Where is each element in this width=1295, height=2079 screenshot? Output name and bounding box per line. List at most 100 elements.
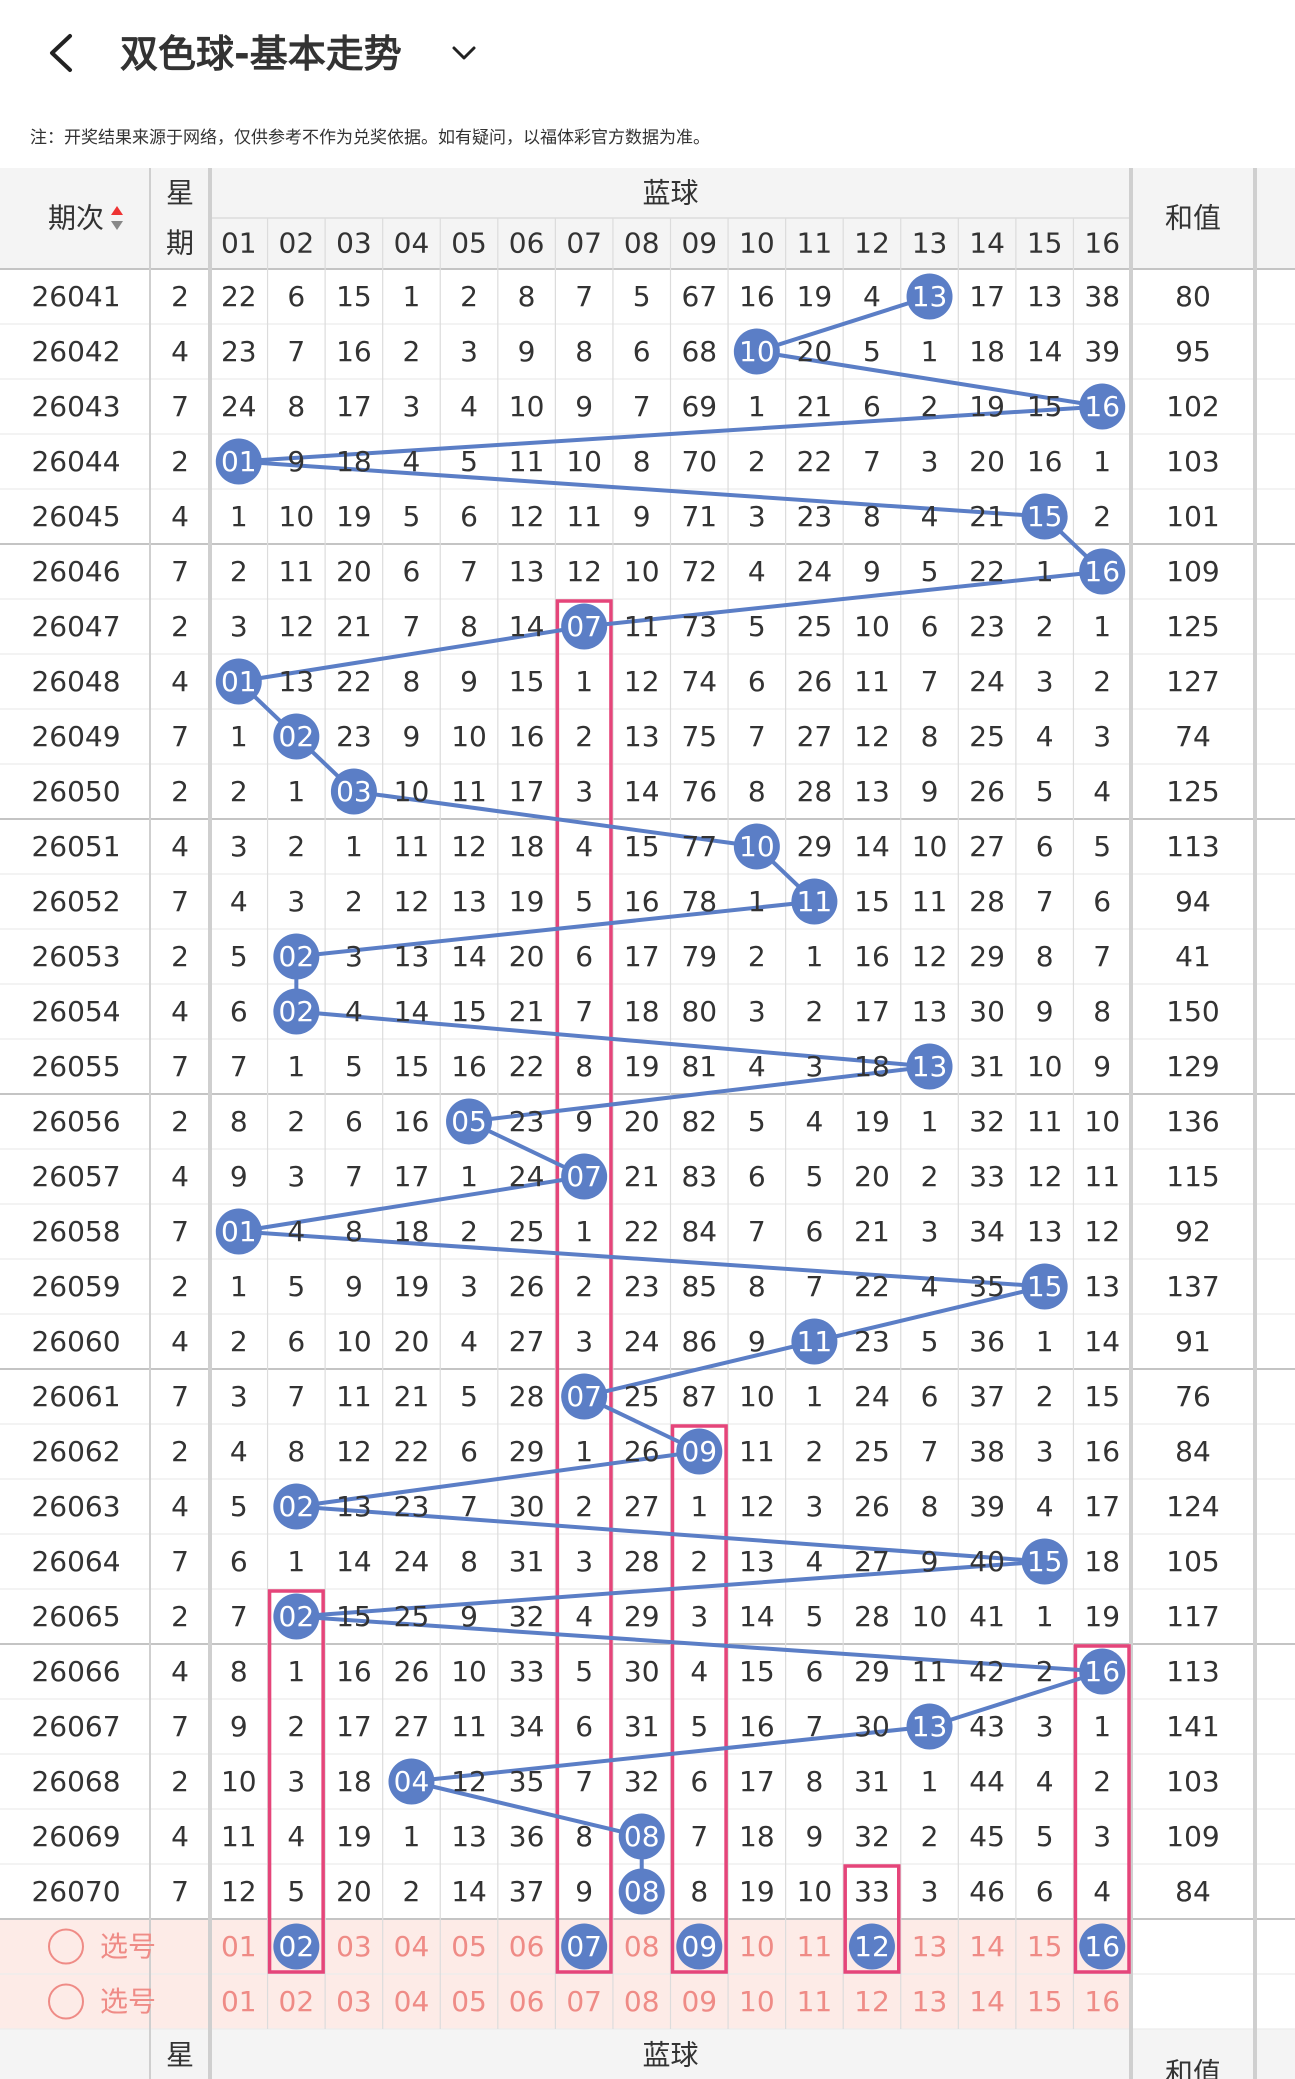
pick-number[interactable]: 05 — [451, 1985, 487, 2018]
miss-count: 1 — [921, 335, 939, 368]
weekday: 7 — [171, 390, 189, 423]
miss-count: 17 — [394, 1160, 430, 1193]
miss-count: 3 — [748, 500, 766, 533]
pick-number[interactable]: 04 — [394, 1985, 430, 2018]
miss-count: 2 — [805, 995, 823, 1028]
sum: 41 — [1175, 940, 1211, 973]
miss-count: 11 — [451, 775, 487, 808]
miss-count: 6 — [403, 555, 421, 588]
miss-count: 29 — [624, 1600, 660, 1633]
miss-count: 8 — [805, 1765, 823, 1798]
pick-number[interactable]: 16 — [1084, 1985, 1120, 2018]
ball — [1021, 1263, 1068, 1310]
pick-number[interactable]: 06 — [509, 1985, 545, 2018]
weekday: 2 — [171, 280, 189, 313]
sort-desc-icon[interactable] — [111, 221, 123, 230]
miss-count: 2 — [287, 1710, 305, 1743]
miss-count: 23 — [797, 500, 833, 533]
miss-count: 1 — [287, 1655, 305, 1688]
miss-count: 38 — [969, 1435, 1005, 1468]
pick-number[interactable]: 07 — [566, 1985, 602, 2018]
miss-count: 9 — [575, 1875, 593, 1908]
miss-count: 22 — [854, 1270, 890, 1303]
pick-number[interactable]: 04 — [394, 1930, 430, 1963]
miss-count: 23 — [509, 1105, 545, 1138]
pick-number[interactable]: 08 — [624, 1930, 660, 1963]
miss-count: 5 — [287, 1875, 305, 1908]
ball — [733, 823, 780, 870]
number-header: 06 — [509, 227, 545, 260]
pick-number[interactable]: 02 — [279, 1985, 315, 2018]
period: 26054 — [31, 995, 120, 1028]
sum: 95 — [1175, 335, 1211, 368]
period: 26057 — [31, 1160, 120, 1193]
miss-count: 5 — [345, 1050, 363, 1083]
pick-number[interactable]: 15 — [1027, 1930, 1063, 1963]
pick-number[interactable]: 14 — [969, 1930, 1005, 1963]
number-header: 14 — [969, 227, 1005, 260]
miss-count: 4 — [230, 885, 248, 918]
pick-number[interactable]: 10 — [739, 1930, 775, 1963]
miss-count: 25 — [509, 1215, 545, 1248]
sort-asc-icon[interactable] — [111, 206, 123, 215]
pick-number[interactable]: 06 — [509, 1930, 545, 1963]
miss-count: 7 — [748, 720, 766, 753]
week-header: 星 — [166, 177, 194, 210]
ball — [215, 658, 262, 705]
sum: 74 — [1175, 720, 1211, 753]
streak-box — [267, 1589, 325, 1974]
pick-number[interactable]: 10 — [739, 1985, 775, 2018]
miss-count: 16 — [509, 720, 545, 753]
ball — [1079, 1648, 1126, 1695]
pick-number[interactable]: 08 — [624, 1985, 660, 2018]
pick-number[interactable]: 12 — [854, 1985, 890, 2018]
miss-count: 27 — [797, 720, 833, 753]
miss-count: 32 — [624, 1765, 660, 1798]
miss-count: 6 — [230, 995, 248, 1028]
pick-number[interactable]: 11 — [797, 1930, 833, 1963]
pick-number[interactable]: 01 — [221, 1985, 257, 2018]
miss-count: 19 — [624, 1050, 660, 1083]
miss-count: 27 — [624, 1490, 660, 1523]
pick-number[interactable]: 14 — [969, 1985, 1005, 2018]
ball-number: 10 — [739, 830, 775, 863]
miss-count: 13 — [336, 1490, 372, 1523]
miss-count: 10 — [394, 775, 430, 808]
miss-count: 3 — [1036, 1710, 1054, 1743]
dropdown-toggle[interactable] — [452, 46, 476, 60]
miss-count: 20 — [797, 335, 833, 368]
pick-number[interactable]: 03 — [336, 1985, 372, 2018]
pick-radio[interactable] — [48, 1928, 84, 1965]
pick-number[interactable]: 01 — [221, 1930, 257, 1963]
ball-number: 01 — [221, 445, 257, 478]
period: 26058 — [31, 1215, 120, 1248]
pick-radio[interactable] — [48, 1983, 84, 2020]
back-button[interactable] — [50, 34, 72, 72]
pick-number[interactable]: 03 — [336, 1930, 372, 1963]
miss-count: 15 — [336, 280, 372, 313]
pick-number[interactable]: 13 — [912, 1930, 948, 1963]
pick-number[interactable]: 09 — [681, 1985, 717, 2018]
ball-number: 05 — [451, 1105, 487, 1138]
miss-count: 11 — [912, 885, 948, 918]
pick-number[interactable]: 11 — [797, 1985, 833, 2018]
miss-count: 1 — [287, 1545, 305, 1578]
miss-count: 33 — [854, 1875, 890, 1908]
miss-count: 9 — [460, 665, 478, 698]
weekday: 7 — [171, 1050, 189, 1083]
week-header: 期 — [166, 227, 194, 260]
miss-count: 2 — [287, 1105, 305, 1138]
weekday: 7 — [171, 885, 189, 918]
miss-count: 5 — [633, 280, 651, 313]
miss-count: 80 — [681, 995, 717, 1028]
period: 26055 — [31, 1050, 120, 1083]
miss-count: 7 — [633, 390, 651, 423]
weekday: 4 — [171, 1655, 189, 1688]
pick-number[interactable]: 05 — [451, 1930, 487, 1963]
miss-count: 7 — [690, 1820, 708, 1853]
miss-count: 13 — [1084, 1270, 1120, 1303]
miss-count: 10 — [221, 1765, 257, 1798]
pick-number[interactable]: 13 — [912, 1985, 948, 2018]
miss-count: 18 — [969, 335, 1005, 368]
pick-number[interactable]: 15 — [1027, 1985, 1063, 2018]
